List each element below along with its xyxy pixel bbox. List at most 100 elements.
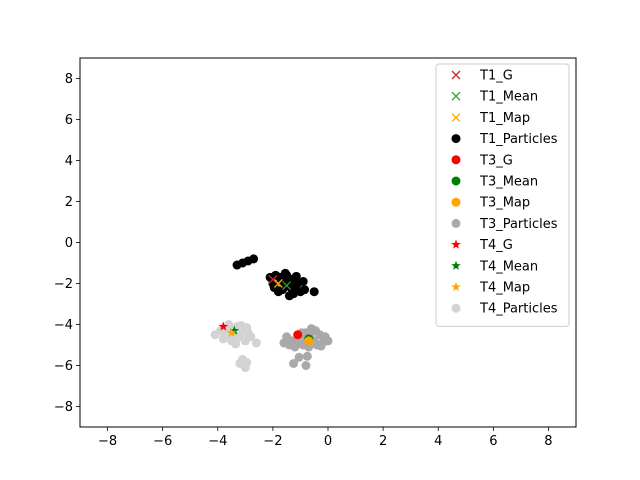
point-t3-g: [293, 330, 303, 340]
y-tick-label: 4: [65, 154, 73, 169]
x-tick-label: 6: [489, 434, 497, 449]
x-axis: −8 −6 −4 −2 0 2 4 6 8: [98, 427, 553, 449]
plot-area: [210, 254, 333, 373]
legend-item-t3-mean: T3_Mean: [451, 175, 538, 190]
legend-label: T1_Particles: [479, 132, 558, 147]
legend-item-t1-map: T1_Map: [451, 111, 530, 126]
point-t4-particles: [246, 332, 256, 342]
point-t1-particles: [298, 276, 308, 286]
point-t1-g: [268, 274, 278, 284]
series-t1-g: [268, 274, 278, 284]
x-tick-label: −2: [263, 434, 282, 449]
y-axis: −8 −6 −4 −2 0 2 4 6 8: [54, 72, 80, 415]
point-t1-particles: [249, 254, 259, 264]
legend-item-t4-g: T4_G: [451, 238, 513, 253]
legend-marker-t4-mean: [451, 260, 461, 270]
point-t1-particles: [275, 272, 285, 282]
point-t3-particles: [301, 361, 311, 370]
legend-marker-t4-particles: [451, 303, 461, 313]
legend-label: T4_G: [479, 238, 513, 253]
legend-label: T3_Particles: [479, 217, 558, 232]
legend-label: T1_Mean: [479, 90, 538, 105]
legend-label: T4_Mean: [479, 259, 538, 274]
point-t3-particles: [316, 341, 326, 351]
legend-marker-t4-map: [451, 282, 461, 292]
legend-label: T1_Map: [479, 111, 530, 126]
point-t1-particles: [300, 285, 310, 295]
legend-label: T4_Particles: [479, 302, 558, 317]
legend-box: [435, 63, 570, 327]
series-t4-map: [226, 327, 237, 337]
point-t3-particles: [293, 339, 303, 349]
series-t4-g: [218, 321, 229, 331]
point-t4-particles: [251, 338, 261, 348]
legend-item-t1-mean: T1_Mean: [451, 90, 538, 105]
legend-label: T3_Mean: [479, 175, 538, 190]
legend-marker-t1-particles: [451, 134, 461, 144]
y-tick-label: 8: [65, 72, 73, 87]
point-t4-particles: [235, 358, 245, 368]
legend-marker-t1-map: [451, 112, 461, 122]
point-t3-particles: [289, 358, 299, 368]
x-tick-label: 2: [379, 434, 387, 449]
series-t4-particles: [210, 320, 261, 373]
point-t4-particles: [242, 323, 252, 333]
x-tick-label: 0: [324, 434, 332, 449]
point-t3-particles: [323, 336, 333, 346]
x-tick-label: −8: [98, 434, 117, 449]
legend: T1_G T1_Mean T1_Map T1_Particles T3_G T3_Mean…: [435, 63, 570, 327]
x-tick-label: 8: [544, 434, 552, 449]
point-t4-map: [226, 327, 237, 337]
y-tick-label: 0: [65, 236, 73, 251]
legend-marker-t4-g: [451, 239, 461, 249]
legend-item-t1-g: T1_G: [451, 69, 513, 84]
point-t4-g: [218, 321, 229, 331]
legend-item-t3-particles: T3_Particles: [451, 217, 558, 232]
point-t1-particles: [309, 287, 319, 297]
x-tick-label: −6: [153, 434, 172, 449]
legend-label: T4_Map: [479, 281, 530, 296]
legend-item-t3-g: T3_G: [451, 153, 513, 168]
legend-marker-t3-particles: [451, 218, 461, 228]
x-tick-label: −4: [208, 434, 227, 449]
point-t1-particles: [291, 271, 301, 281]
y-tick-label: −2: [54, 277, 73, 292]
legend-marker-t1-mean: [451, 91, 461, 101]
series-t3-particles: [279, 324, 333, 370]
series-t1-mean: [282, 281, 292, 291]
point-t1-mean: [282, 281, 292, 291]
point-t3-particles: [304, 342, 314, 352]
point-t4-particles: [231, 339, 241, 349]
legend-item-t1-particles: T1_Particles: [451, 132, 558, 147]
legend-marker-t1-g: [451, 70, 461, 80]
y-tick-label: −8: [54, 400, 73, 415]
legend-item-t4-map: T4_Map: [451, 281, 530, 296]
legend-marker-t3-map: [451, 197, 461, 207]
point-t4-mean: [229, 325, 240, 335]
point-t4-particles: [242, 357, 252, 367]
series-t3-g: [293, 330, 303, 340]
legend-label: T3_G: [479, 153, 513, 168]
point-t3-map: [304, 336, 314, 346]
y-tick-label: 6: [65, 113, 73, 128]
plot-frame: [79, 57, 577, 428]
y-tick-label: −6: [54, 359, 73, 374]
legend-marker-t3-g: [451, 155, 461, 165]
y-tick-label: 2: [65, 195, 73, 210]
point-t1-particles: [289, 289, 299, 299]
legend-item-t4-particles: T4_Particles: [451, 302, 558, 317]
legend-label: T3_Map: [479, 196, 530, 211]
series-t3-map: [304, 336, 314, 346]
x-tick-label: 4: [434, 434, 442, 449]
point-t3-particles: [302, 351, 312, 361]
legend-item-t4-mean: T4_Mean: [451, 259, 538, 274]
series-t4-mean: [229, 325, 240, 335]
point-t1-map: [273, 279, 283, 288]
y-tick-label: −4: [54, 318, 73, 333]
point-t3-particles: [294, 352, 304, 362]
legend-item-t3-map: T3_Map: [451, 196, 530, 211]
series-t1-map: [273, 279, 283, 288]
legend-marker-t3-mean: [451, 176, 461, 186]
legend-label: T1_G: [479, 69, 513, 84]
